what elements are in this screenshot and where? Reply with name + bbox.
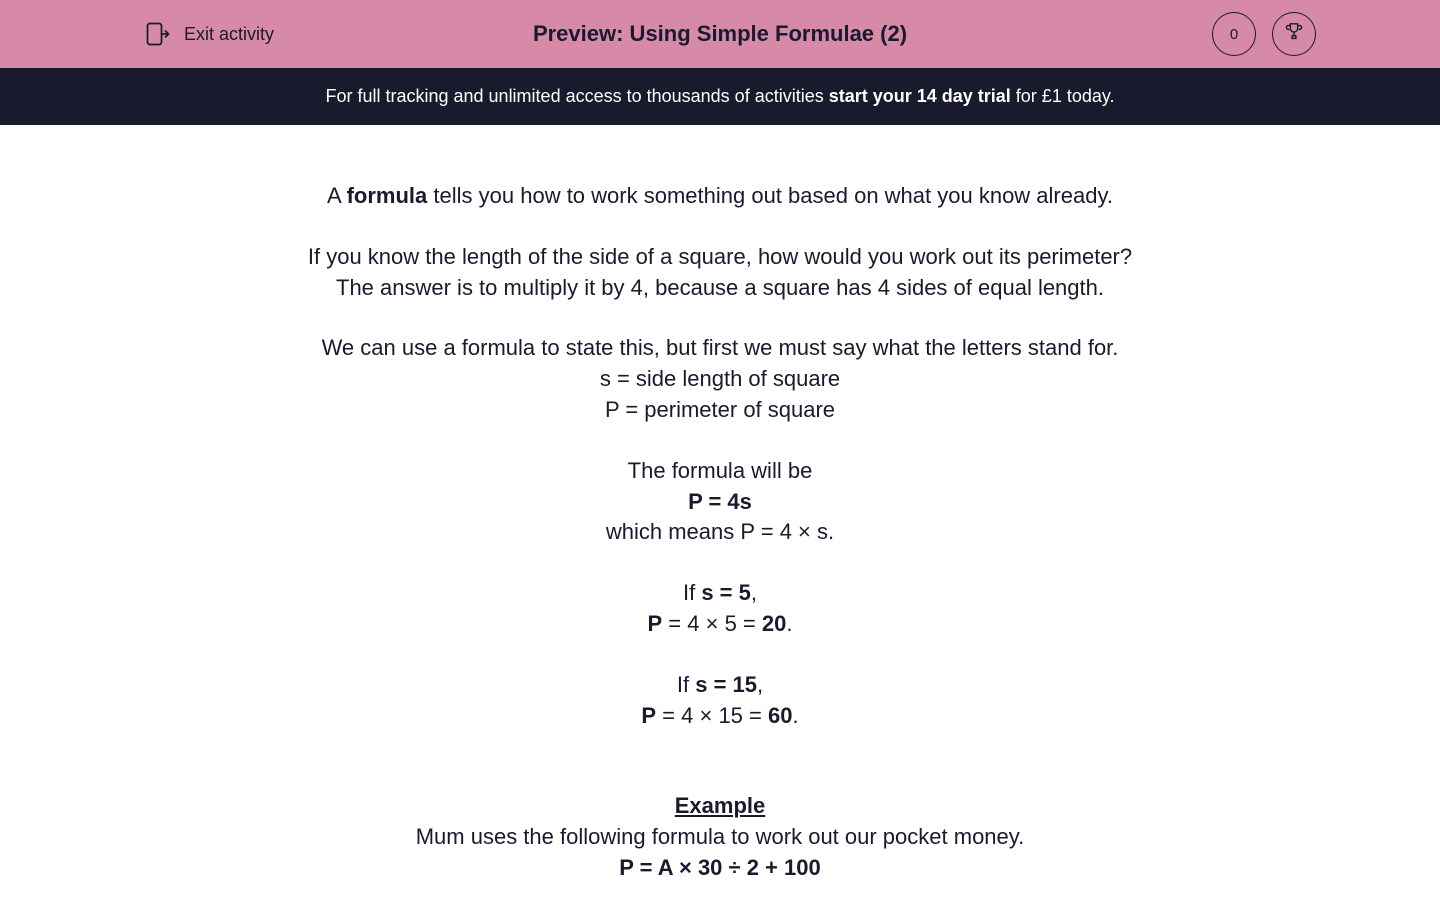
ex1-prefix: If	[683, 580, 701, 605]
intro-formula-line: We can use a formula to state this, but …	[40, 333, 1400, 364]
example1-block: If s = 5, P = 4 × 5 = 20.	[40, 578, 1400, 640]
example-formula: P = A × 30 ÷ 2 + 100	[619, 855, 820, 880]
info-suffix: for £1 today.	[1011, 86, 1115, 106]
trial-info-bar[interactable]: For full tracking and unlimited access t…	[0, 68, 1440, 125]
formula-meaning: which means P = 4 × s.	[40, 517, 1400, 548]
question-block: If you know the length of the side of a …	[40, 242, 1400, 304]
header-bar: Exit activity Preview: Using Simple Form…	[0, 0, 1440, 68]
ex2-result: 60	[768, 703, 792, 728]
ex2-mid: = 4 × 15 =	[656, 703, 768, 728]
example-intro: Mum uses the following formula to work o…	[40, 822, 1400, 853]
trophy-badge[interactable]	[1272, 12, 1316, 56]
def-p: P = perimeter of square	[40, 395, 1400, 426]
definitions-block: We can use a formula to state this, but …	[40, 333, 1400, 425]
formula-intro: The formula will be	[40, 456, 1400, 487]
example2-block: If s = 15, P = 4 × 15 = 60.	[40, 670, 1400, 732]
ex2-prefix: If	[677, 672, 695, 697]
exit-icon	[144, 20, 172, 48]
ex2-line2: P = 4 × 15 = 60.	[40, 701, 1400, 732]
score-value: 0	[1230, 26, 1238, 43]
header-right-group: 0	[1212, 12, 1416, 56]
formula-block: The formula will be P = 4s which means P…	[40, 456, 1400, 548]
intro-suffix: tells you how to work something out base…	[427, 183, 1113, 208]
info-bold: start your 14 day trial	[829, 86, 1011, 106]
ex1-bold: s = 5	[701, 580, 751, 605]
formula-main: P = 4s	[688, 489, 752, 514]
ex2-line1: If s = 15,	[40, 670, 1400, 701]
ex2-bold: s = 15	[695, 672, 757, 697]
question-line: If you know the length of the side of a …	[40, 242, 1400, 273]
ex1-p: P	[648, 611, 663, 636]
def-s: s = side length of square	[40, 364, 1400, 395]
intro-bold: formula	[347, 183, 428, 208]
ex1-result: 20	[762, 611, 786, 636]
info-prefix: For full tracking and unlimited access t…	[325, 86, 828, 106]
trophy-icon	[1283, 21, 1305, 48]
intro-line: A formula tells you how to work somethin…	[40, 181, 1400, 212]
ex2-p: P	[641, 703, 656, 728]
ex1-line1: If s = 5,	[40, 578, 1400, 609]
ex2-suffix: ,	[757, 672, 763, 697]
ex1-dot: .	[786, 611, 792, 636]
ex1-mid: = 4 × 5 =	[662, 611, 762, 636]
intro-prefix: A	[327, 183, 347, 208]
lesson-content: A formula tells you how to work somethin…	[0, 125, 1440, 884]
answer-line: The answer is to multiply it by 4, becau…	[40, 273, 1400, 304]
ex1-line2: P = 4 × 5 = 20.	[40, 609, 1400, 640]
ex1-suffix: ,	[751, 580, 757, 605]
exit-activity-button[interactable]: Exit activity	[24, 20, 274, 48]
example-heading: Example	[40, 791, 1400, 822]
score-badge[interactable]: 0	[1212, 12, 1256, 56]
exit-activity-label: Exit activity	[184, 24, 274, 45]
page-title: Preview: Using Simple Formulae (2)	[533, 21, 907, 47]
ex2-dot: .	[792, 703, 798, 728]
worked-example-block: Example Mum uses the following formula t…	[40, 791, 1400, 883]
